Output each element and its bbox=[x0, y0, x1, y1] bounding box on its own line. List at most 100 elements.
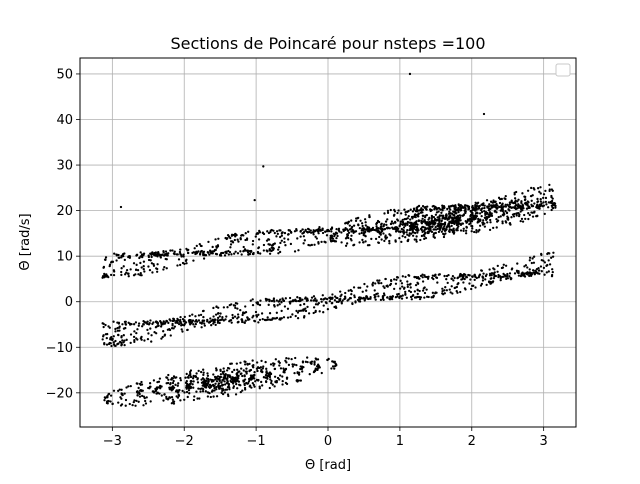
poincare-point bbox=[170, 376, 174, 380]
poincare-point bbox=[214, 382, 217, 385]
poincare-point bbox=[452, 279, 455, 282]
poincare-point bbox=[140, 274, 143, 277]
poincare-point bbox=[197, 369, 200, 373]
poincare-point bbox=[244, 363, 247, 366]
poincare-point bbox=[363, 282, 366, 286]
poincare-point bbox=[532, 255, 536, 258]
poincare-point bbox=[511, 267, 514, 270]
poincare-point bbox=[383, 223, 386, 226]
poincare-point bbox=[244, 319, 247, 322]
poincare-point bbox=[222, 377, 226, 381]
poincare-point bbox=[236, 252, 240, 255]
poincare-point bbox=[234, 393, 238, 396]
poincare-point bbox=[438, 228, 442, 232]
poincare-point bbox=[419, 274, 423, 278]
poincare-point bbox=[333, 367, 336, 370]
poincare-point bbox=[216, 321, 220, 324]
poincare-point bbox=[283, 240, 286, 244]
poincare-point bbox=[293, 230, 297, 233]
poincare-point bbox=[464, 208, 467, 211]
poincare-point bbox=[152, 321, 155, 324]
poincare-point bbox=[214, 248, 217, 252]
poincare-point bbox=[364, 221, 367, 224]
poincare-point bbox=[335, 227, 338, 231]
poincare-point bbox=[200, 244, 203, 248]
poincare-point bbox=[114, 344, 117, 348]
poincare-point bbox=[498, 205, 501, 209]
poincare-point bbox=[113, 270, 116, 273]
poincare-point bbox=[450, 285, 453, 288]
poincare-point bbox=[478, 224, 482, 227]
poincare-point bbox=[432, 216, 436, 219]
poincare-point bbox=[350, 219, 353, 222]
poincare-point bbox=[539, 200, 542, 203]
poincare-point bbox=[474, 214, 477, 217]
poincare-point bbox=[128, 402, 131, 406]
poincare-point bbox=[257, 313, 260, 316]
poincare-point bbox=[220, 391, 223, 394]
poincare-point bbox=[265, 299, 268, 302]
poincare-point bbox=[210, 319, 213, 322]
poincare-point bbox=[462, 229, 465, 232]
poincare-point bbox=[410, 232, 413, 235]
poincare-point bbox=[208, 249, 212, 252]
poincare-point bbox=[123, 252, 126, 255]
poincare-point bbox=[157, 380, 161, 383]
poincare-point bbox=[408, 283, 411, 286]
poincare-point bbox=[497, 215, 500, 219]
poincare-point bbox=[165, 395, 168, 398]
poincare-point bbox=[364, 235, 367, 238]
poincare-point bbox=[542, 266, 546, 269]
poincare-point bbox=[284, 381, 288, 384]
poincare-point bbox=[194, 315, 197, 318]
poincare-point bbox=[484, 274, 488, 278]
poincare-point bbox=[366, 230, 370, 233]
poincare-point bbox=[403, 208, 406, 211]
poincare-point bbox=[226, 386, 230, 389]
poincare-point bbox=[486, 205, 489, 208]
poincare-point bbox=[214, 323, 217, 326]
poincare-point bbox=[315, 358, 318, 361]
poincare-point bbox=[201, 390, 205, 393]
poincare-point bbox=[265, 380, 268, 384]
poincare-point bbox=[539, 186, 542, 189]
poincare-point bbox=[280, 309, 283, 313]
poincare-point bbox=[202, 319, 206, 322]
poincare-point bbox=[446, 281, 449, 285]
poincare-point bbox=[299, 303, 302, 307]
poincare-point bbox=[385, 284, 388, 288]
poincare-point bbox=[542, 259, 545, 262]
poincare-point bbox=[166, 254, 169, 257]
poincare-point bbox=[297, 309, 301, 312]
poincare-point bbox=[118, 329, 121, 332]
poincare-point bbox=[154, 254, 157, 257]
poincare-point bbox=[314, 303, 318, 306]
poincare-point bbox=[431, 274, 435, 277]
poincare-point bbox=[499, 215, 502, 218]
poincare-point bbox=[234, 306, 237, 309]
poincare-point bbox=[352, 224, 356, 227]
poincare-point bbox=[550, 256, 553, 259]
poincare-point bbox=[504, 203, 507, 206]
poincare-point bbox=[167, 321, 170, 325]
poincare-point bbox=[452, 218, 455, 221]
poincare-point bbox=[423, 291, 427, 295]
poincare-point bbox=[481, 275, 484, 278]
poincare-point bbox=[409, 290, 413, 294]
poincare-point bbox=[273, 385, 276, 388]
poincare-point bbox=[411, 231, 414, 234]
poincare-point bbox=[374, 282, 377, 285]
poincare-point bbox=[432, 277, 435, 281]
poincare-point bbox=[317, 232, 320, 235]
poincare-point bbox=[223, 380, 226, 383]
poincare-point bbox=[413, 231, 417, 235]
poincare-point bbox=[512, 206, 515, 209]
poincare-point bbox=[299, 235, 302, 238]
poincare-point bbox=[336, 234, 339, 238]
poincare-point bbox=[272, 364, 275, 367]
poincare-point bbox=[394, 240, 397, 243]
poincare-point bbox=[505, 277, 508, 281]
poincare-point bbox=[238, 370, 241, 373]
poincare-point bbox=[111, 402, 114, 405]
poincare-point bbox=[148, 322, 151, 325]
